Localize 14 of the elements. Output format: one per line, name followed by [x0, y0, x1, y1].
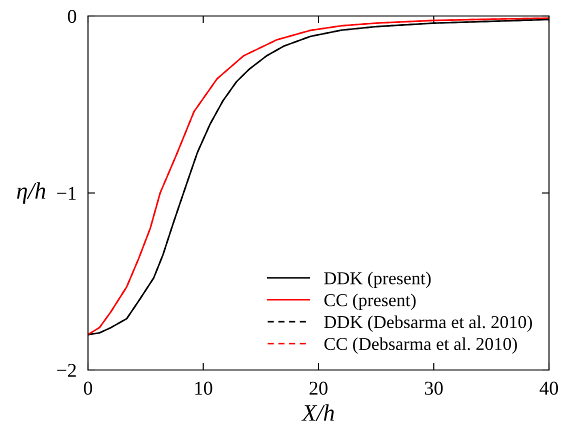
y-tick-label: 0	[68, 10, 76, 23]
legend-label: CC (Debsarma et al. 2010)	[324, 337, 517, 354]
legend-label: DDK (present)	[324, 272, 431, 288]
y-axis-title: η/h	[17, 182, 46, 204]
x-tick-label: 0	[84, 382, 92, 395]
y-tick-label: −2	[57, 364, 76, 377]
x-tick-label: 40	[540, 382, 558, 395]
x-tick-label: 30	[424, 382, 443, 395]
x-tick-label: 10	[195, 382, 212, 395]
legend-label: CC (present)	[324, 294, 416, 310]
x-axis-title: X/h	[301, 404, 334, 421]
x-tick-label: 20	[310, 382, 328, 395]
legend-label: DDK (Debsarma et al. 2010)	[324, 315, 532, 332]
y-tick-label: −1	[57, 186, 76, 200]
